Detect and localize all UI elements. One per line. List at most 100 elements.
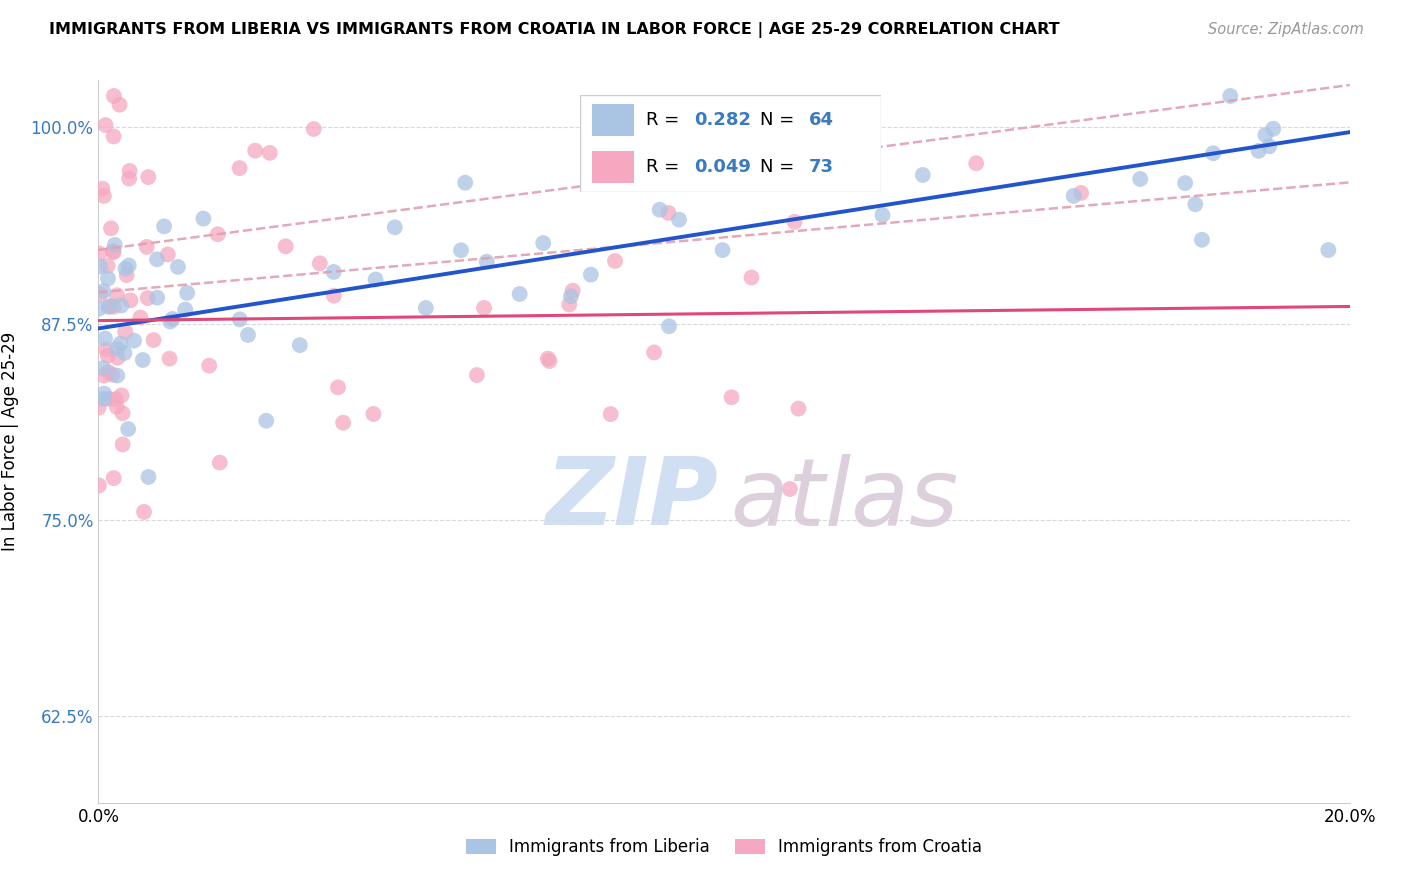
Point [132, 353, 155, 368]
Point [93, 392, 115, 406]
Point [104, 238, 127, 252]
Point [332, 416, 354, 430]
Text: ZIP: ZIP [546, 453, 718, 545]
Point [114, 325, 136, 339]
Point [465, 368, 488, 382]
Point [87, 478, 110, 492]
Point [101, 244, 124, 259]
Point [146, 252, 169, 267]
Point [668, 212, 690, 227]
Point [560, 289, 582, 303]
Point [138, 470, 160, 484]
Point [236, 327, 259, 342]
Point [176, 285, 198, 300]
Point [1174, 176, 1197, 190]
Point [162, 312, 184, 326]
Point [364, 272, 387, 286]
Point [274, 239, 297, 253]
Point [111, 406, 134, 420]
Point [103, 129, 125, 144]
Point [97, 349, 120, 363]
Point [97, 365, 120, 379]
Point [153, 219, 176, 234]
Point [1202, 146, 1225, 161]
Point [94, 331, 117, 345]
Legend: Immigrants from Liberia, Immigrants from Croatia: Immigrants from Liberia, Immigrants from… [460, 831, 988, 863]
Point [1063, 189, 1085, 203]
Point [105, 288, 128, 302]
Point [142, 333, 165, 347]
Point [787, 401, 810, 416]
Point [97, 392, 120, 406]
Point [104, 392, 127, 407]
Point [740, 270, 762, 285]
Point [108, 97, 131, 112]
Point [1219, 89, 1241, 103]
Point [558, 297, 581, 311]
Point [259, 145, 281, 160]
Point [308, 256, 330, 270]
Point [91, 361, 114, 376]
Point [475, 254, 498, 268]
Point [603, 254, 626, 268]
Point [1258, 139, 1281, 153]
Point [103, 89, 125, 103]
Point [254, 414, 277, 428]
Point [561, 284, 583, 298]
Point [136, 291, 159, 305]
Y-axis label: In Labor Force | Age 25-29: In Labor Force | Age 25-29 [1, 332, 20, 551]
Point [89, 260, 111, 274]
Point [1184, 197, 1206, 211]
Point [100, 221, 122, 235]
Point [288, 338, 311, 352]
Point [1070, 186, 1092, 200]
Point [302, 122, 325, 136]
Point [1129, 172, 1152, 186]
Point [454, 176, 477, 190]
Point [167, 260, 190, 274]
Point [105, 368, 128, 383]
Point [229, 312, 252, 326]
Point [538, 354, 561, 368]
Point [87, 301, 110, 316]
Point [101, 368, 124, 382]
Point [110, 388, 132, 402]
Point [93, 189, 115, 203]
Point [531, 236, 554, 251]
Text: Source: ZipAtlas.com: Source: ZipAtlas.com [1208, 22, 1364, 37]
Point [537, 351, 560, 366]
Point [509, 287, 531, 301]
Point [711, 243, 734, 257]
Point [132, 505, 155, 519]
Point [911, 168, 934, 182]
Text: IMMIGRANTS FROM LIBERIA VS IMMIGRANTS FROM CROATIA IN LABOR FORCE | AGE 25-29 CO: IMMIGRANTS FROM LIBERIA VS IMMIGRANTS FR… [49, 22, 1060, 38]
Point [89, 246, 111, 260]
Point [384, 220, 406, 235]
Point [135, 240, 157, 254]
Point [129, 310, 152, 325]
Point [91, 181, 114, 195]
Point [599, 407, 621, 421]
Point [120, 293, 142, 308]
Point [1317, 243, 1340, 257]
Point [115, 268, 138, 282]
Point [97, 271, 120, 285]
Point [146, 291, 169, 305]
Point [657, 206, 679, 220]
Point [114, 346, 136, 360]
Point [208, 456, 231, 470]
Point [118, 171, 141, 186]
Text: atlas: atlas [730, 454, 959, 545]
Point [363, 407, 385, 421]
Point [93, 386, 115, 401]
Point [579, 268, 602, 282]
Point [198, 359, 221, 373]
Point [118, 259, 141, 273]
Point [156, 247, 179, 261]
Point [94, 118, 117, 132]
Point [174, 302, 197, 317]
Point [122, 334, 145, 348]
Point [1254, 128, 1277, 142]
Point [94, 343, 117, 357]
Point [779, 482, 801, 496]
